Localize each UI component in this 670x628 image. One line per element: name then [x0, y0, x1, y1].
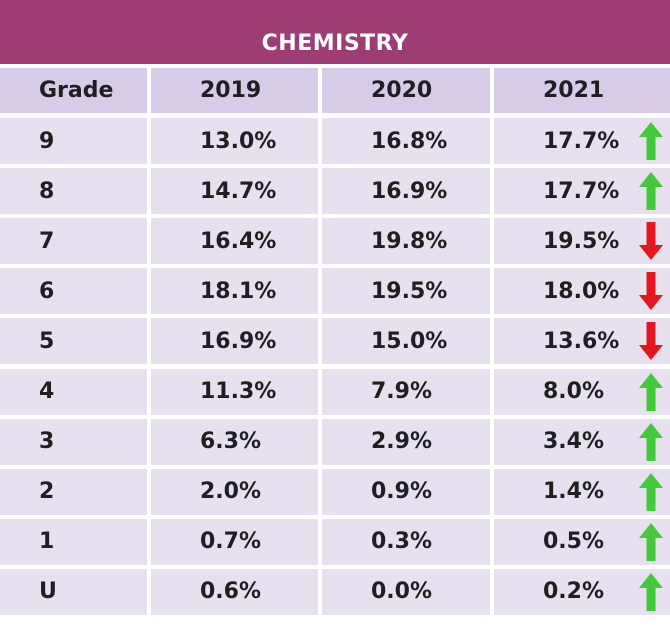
cell-2021: 19.5%: [494, 218, 670, 265]
cell-2019: 6.3%: [151, 418, 318, 465]
trend-down-arrow-icon: [639, 272, 663, 311]
trend-up-arrow-icon: [639, 422, 663, 461]
cell-grade: 1: [0, 518, 147, 565]
cell-2021: 17.7%: [494, 168, 670, 215]
cell-2021: 0.5%: [494, 518, 670, 565]
cell-2020: 19.5%: [322, 268, 490, 315]
cell-grade: 4: [0, 368, 147, 415]
cell-2020: 0.0%: [322, 568, 490, 615]
cell-2019: 18.1%: [151, 268, 318, 315]
cell-2021: 3.4%: [494, 418, 670, 465]
header-2020: 2020: [322, 68, 490, 113]
trend-down-arrow-icon: [639, 222, 663, 261]
cell-grade: 8: [0, 168, 147, 215]
trend-up-arrow-icon: [639, 372, 663, 411]
trend-up-arrow-icon: [639, 572, 663, 611]
cell-2020: 7.9%: [322, 368, 490, 415]
cell-2021: 8.0%: [494, 368, 670, 415]
cell-2020: 16.9%: [322, 168, 490, 215]
title-banner: CHEMISTRY: [0, 0, 670, 64]
trend-up-arrow-icon: [639, 522, 663, 561]
chart-title: CHEMISTRY: [261, 31, 409, 56]
header-2019: 2019: [151, 68, 318, 113]
cell-2020: 2.9%: [322, 418, 490, 465]
cell-2019: 13.0%: [151, 118, 318, 164]
cell-2020: 0.9%: [322, 468, 490, 515]
trend-up-arrow-icon: [639, 472, 663, 511]
cell-grade: 5: [0, 318, 147, 365]
cell-2021: 18.0%: [494, 268, 670, 315]
trend-up-arrow-icon: [639, 122, 663, 160]
cell-grade: 7: [0, 218, 147, 265]
header-2021: 2021: [494, 68, 670, 113]
cell-2019: 2.0%: [151, 468, 318, 515]
cell-2020: 15.0%: [322, 318, 490, 365]
trend-up-arrow-icon: [639, 172, 663, 211]
cell-2020: 16.8%: [322, 118, 490, 164]
cell-2021: 17.7%: [494, 118, 670, 164]
cell-grade: 2: [0, 468, 147, 515]
cell-2021: 1.4%: [494, 468, 670, 515]
cell-2019: 16.4%: [151, 218, 318, 265]
cell-grade: 3: [0, 418, 147, 465]
cell-2021: 0.2%: [494, 568, 670, 615]
header-grade: Grade: [0, 68, 147, 113]
cell-grade: U: [0, 568, 147, 615]
cell-2020: 0.3%: [322, 518, 490, 565]
cell-2020: 19.8%: [322, 218, 490, 265]
cell-2019: 16.9%: [151, 318, 318, 365]
cell-2019: 0.7%: [151, 518, 318, 565]
trend-down-arrow-icon: [639, 322, 663, 361]
cell-2021: 13.6%: [494, 318, 670, 365]
cell-grade: 6: [0, 268, 147, 315]
cell-2019: 14.7%: [151, 168, 318, 215]
cell-2019: 11.3%: [151, 368, 318, 415]
cell-2019: 0.6%: [151, 568, 318, 615]
cell-grade: 9: [0, 118, 147, 164]
